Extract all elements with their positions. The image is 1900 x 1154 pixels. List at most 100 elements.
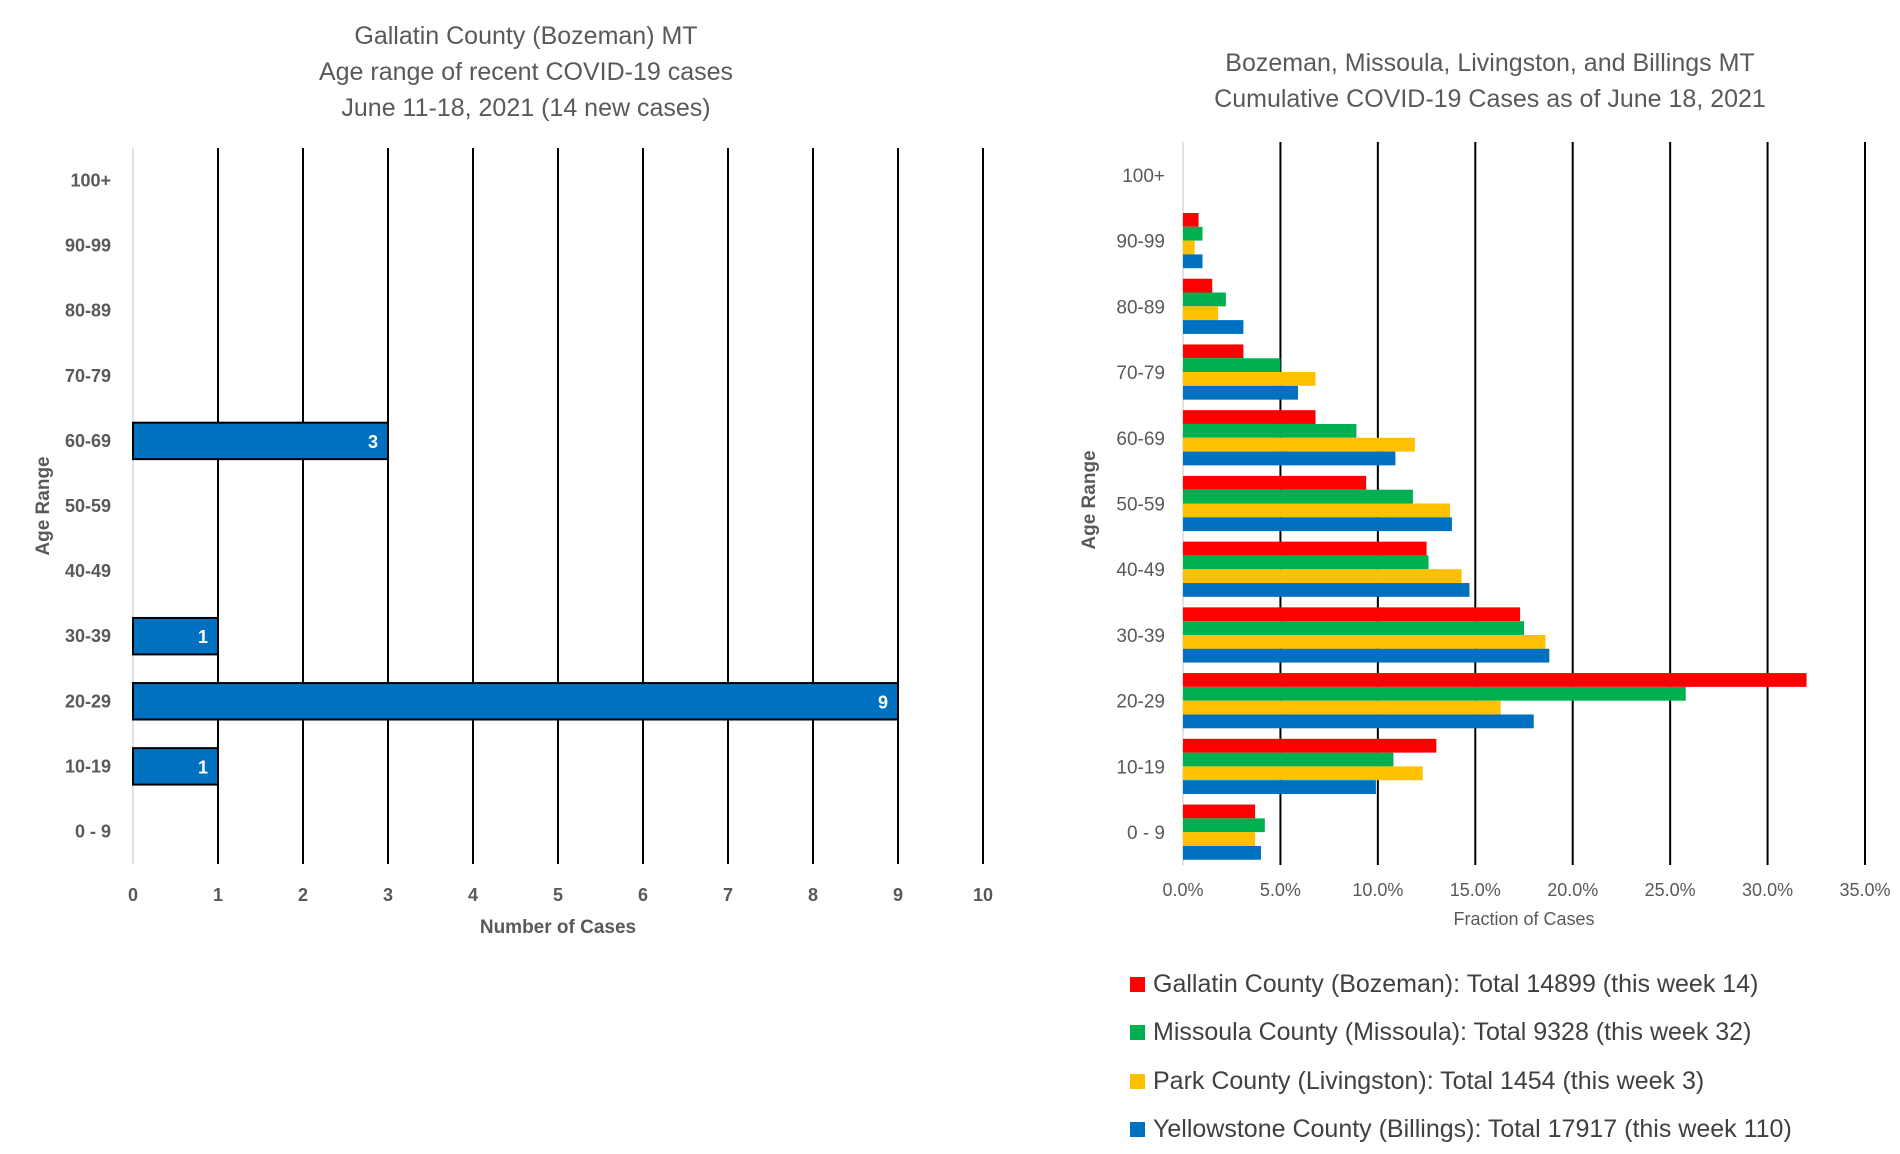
legend-swatch-missoula (1130, 1025, 1145, 1040)
legend-item-park: Park County (Livingston): Total 1454 (th… (1130, 1057, 1890, 1106)
bar (1183, 438, 1415, 452)
legend-item-gallatin: Gallatin County (Bozeman): Total 14899 (… (1130, 960, 1890, 1009)
x-tick-label: 10.0% (1352, 880, 1403, 900)
chart-title-line: Gallatin County (Bozeman) MT (354, 22, 697, 50)
bar (1183, 649, 1549, 663)
chart-title-line: June 11-18, 2021 (14 new cases) (341, 94, 710, 122)
x-tick-label: 30.0% (1742, 880, 1793, 900)
bar (1183, 607, 1520, 621)
bar-data-label: 3 (368, 432, 378, 452)
bar (1183, 306, 1218, 320)
bar (1183, 621, 1524, 635)
legend-swatch-park (1130, 1074, 1145, 1089)
y-tick-label: 60-69 (65, 431, 111, 451)
legend-label-park: Park County (Livingston): Total 1454 (th… (1153, 1067, 1704, 1096)
y-tick-label: 40-49 (1116, 560, 1165, 581)
bar (1183, 846, 1261, 860)
y-tick-label: 50-59 (1116, 495, 1165, 516)
y-tick-label: 30-39 (65, 626, 111, 646)
legend-swatch-yellowstone (1130, 1122, 1145, 1137)
y-tick-label: 70-79 (1116, 363, 1165, 384)
x-tick-label: 35.0% (1839, 880, 1890, 900)
legend-swatch-gallatin (1130, 977, 1145, 992)
y-tick-label: 0 - 9 (75, 821, 111, 841)
y-tick-label: 100+ (1122, 166, 1165, 187)
y-tick-label: 100+ (70, 171, 111, 191)
bar (1183, 372, 1316, 386)
bar (133, 683, 898, 719)
bar (1183, 542, 1427, 556)
y-axis-label: Age Range (33, 456, 54, 555)
bar-data-label: 9 (878, 692, 888, 712)
bar (1183, 213, 1199, 227)
x-axis-label: Number of Cases (480, 917, 636, 938)
y-tick-label: 80-89 (65, 301, 111, 321)
x-tick-label: 10 (973, 885, 993, 905)
y-tick-label: 70-79 (65, 366, 111, 386)
x-tick-label: 15.0% (1450, 880, 1501, 900)
x-tick-label: 4 (468, 885, 478, 905)
legend-label-gallatin: Gallatin County (Bozeman): Total 14899 (… (1153, 970, 1758, 999)
bar (1183, 687, 1686, 701)
legend-item-yellowstone: Yellowstone County (Billings): Total 179… (1130, 1106, 1890, 1154)
y-tick-label: 80-89 (1116, 297, 1165, 318)
x-tick-label: 20.0% (1547, 880, 1598, 900)
bar (1183, 569, 1462, 583)
x-tick-label: 5 (553, 885, 563, 905)
chart-gallatin-svg: Gallatin County (Bozeman) MT Age range of… (0, 0, 1050, 960)
x-tick-label: 3 (383, 885, 393, 905)
chart-cumulative-svg: Bozeman, Missoula, Livingston, and Billi… (1050, 0, 1900, 960)
chart-title-line: Bozeman, Missoula, Livingston, and Billi… (1225, 49, 1754, 77)
x-tick-label: 5.0% (1260, 880, 1301, 900)
bar-data-label: 1 (198, 627, 208, 647)
bar (1183, 780, 1376, 794)
bar (133, 423, 388, 459)
x-tick-label: 25.0% (1645, 880, 1696, 900)
y-tick-label: 0 - 9 (1127, 823, 1165, 844)
bar (1183, 517, 1452, 531)
x-tick-label: 7 (723, 885, 733, 905)
bar (1183, 832, 1255, 846)
bar (1183, 583, 1469, 597)
legend-label-yellowstone: Yellowstone County (Billings): Total 179… (1153, 1115, 1792, 1144)
bar (1183, 386, 1298, 400)
x-tick-label: 6 (638, 885, 648, 905)
chart-gallatin-age-range: Gallatin County (Bozeman) MT Age range of… (0, 0, 1050, 960)
y-tick-label: 10-19 (1116, 757, 1165, 778)
bar (1183, 358, 1280, 372)
x-tick-label: 8 (808, 885, 818, 905)
chart-title-line: Cumulative COVID-19 Cases as of June 18,… (1214, 85, 1766, 113)
bar (1183, 293, 1226, 307)
bar (1183, 555, 1429, 569)
bar-data-label: 1 (198, 757, 208, 777)
y-axis-label: Age Range (1079, 450, 1100, 549)
bar (1183, 635, 1545, 649)
y-tick-label: 30-39 (1116, 626, 1165, 647)
bar (1183, 476, 1366, 490)
bar (1183, 279, 1212, 293)
bar (1183, 766, 1423, 780)
x-tick-label: 9 (893, 885, 903, 905)
bar (1183, 805, 1255, 819)
y-tick-label: 20-29 (1116, 692, 1165, 713)
bar (1183, 701, 1501, 715)
chart-title-line: Age range of recent COVID-19 cases (319, 58, 733, 86)
bar (1183, 320, 1243, 334)
x-tick-label: 2 (298, 885, 308, 905)
bar (1183, 673, 1807, 687)
bar (1183, 714, 1534, 728)
y-tick-label: 60-69 (1116, 429, 1165, 450)
bar (1183, 344, 1243, 358)
y-tick-label: 90-99 (65, 236, 111, 256)
bar (1183, 424, 1356, 438)
bar (1183, 490, 1413, 504)
x-axis-label: Fraction of Cases (1453, 909, 1594, 929)
y-tick-label: 40-49 (65, 561, 111, 581)
chart-legend: Gallatin County (Bozeman): Total 14899 (… (1130, 960, 1890, 1154)
bar (1183, 410, 1316, 424)
legend-item-missoula: Missoula County (Missoula): Total 9328 (… (1130, 1009, 1890, 1058)
legend-label-missoula: Missoula County (Missoula): Total 9328 (… (1153, 1018, 1751, 1047)
bar (1183, 254, 1202, 268)
bar (1183, 227, 1202, 241)
bar (1183, 739, 1436, 753)
